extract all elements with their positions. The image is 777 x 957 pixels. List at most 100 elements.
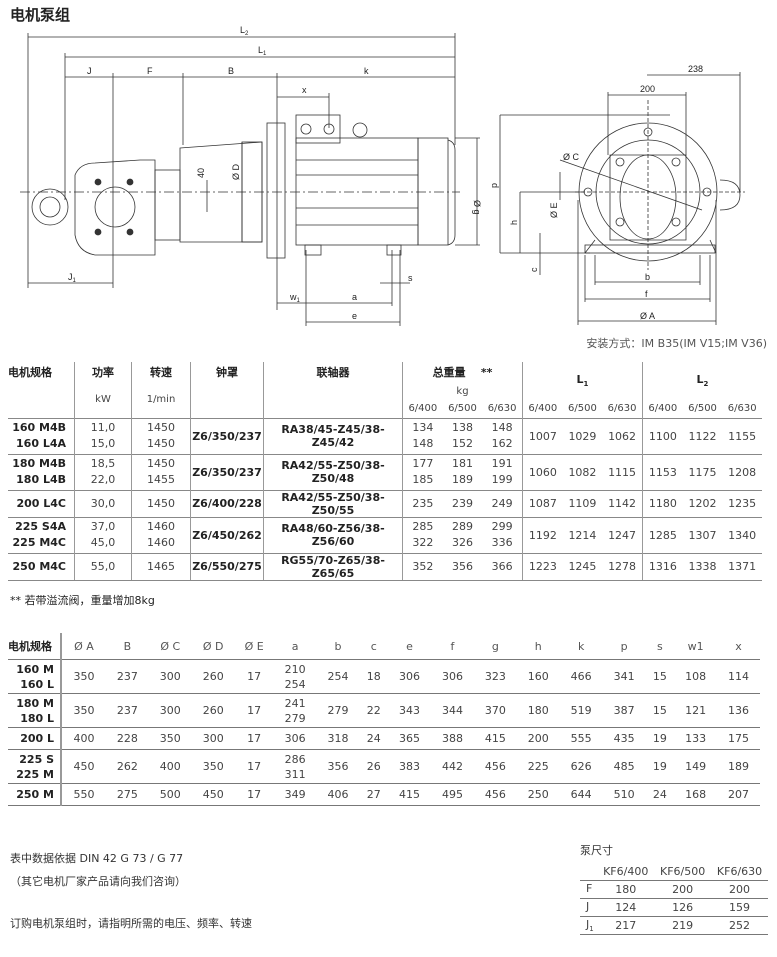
table-row: 160 M 160 L 350 237 300 260 17 210 254 254 18 306 30… xyxy=(8,659,760,694)
col-header: c xyxy=(370,639,377,653)
dim-value: 17 xyxy=(234,659,274,694)
dim-value: 228 xyxy=(105,727,149,750)
unit-speed: 1/min xyxy=(131,382,191,418)
dim-value: 306 xyxy=(388,659,431,694)
dim-value: 510 xyxy=(602,783,646,806)
dim-value: 17 xyxy=(234,783,274,806)
dim-value: 24 xyxy=(645,783,675,806)
weight: 352 xyxy=(401,552,443,581)
L2-value: 1285 xyxy=(641,516,683,553)
sub-col-header: 6/500 xyxy=(568,403,597,415)
L1-value: 1029 xyxy=(562,417,603,454)
L1-value: 1115 xyxy=(602,453,643,490)
dim-value: 356 xyxy=(316,749,360,784)
dim-value: 435 xyxy=(602,727,646,750)
col-header: KF6/400 xyxy=(603,864,649,878)
dim-value: 15 xyxy=(645,659,675,694)
table-row: J 124 126 159 xyxy=(580,898,768,917)
L1-value: 1223 xyxy=(521,552,563,581)
dim-value: 306 xyxy=(431,659,474,694)
col-header: Ø C xyxy=(160,639,181,653)
dim-value: 250 xyxy=(516,783,560,806)
dim-value: 343 xyxy=(388,693,431,728)
coupling: RG55/70-Z65/38-Z65/65 xyxy=(263,552,403,581)
dim-value: 17 xyxy=(234,727,274,750)
svg-text:Ø E: Ø E xyxy=(549,202,559,218)
weight: 249 xyxy=(482,489,523,517)
dim-value: 18 xyxy=(359,659,389,694)
dim-value: 114 xyxy=(717,659,760,694)
col-header: w1 xyxy=(687,639,704,653)
pump-value: 200 xyxy=(654,880,712,899)
dim-value: 341 xyxy=(602,659,646,694)
dim-value: 189 xyxy=(717,749,760,784)
power: 18,5 22,0 xyxy=(74,453,132,490)
dim-value: 279 xyxy=(316,693,360,728)
svg-text:Ø C: Ø C xyxy=(563,152,580,162)
table-row: 250 M4C 55,0 1465 Z6/550/275 RG55/70-Z65/38-… xyxy=(8,552,762,581)
weight: 285 322 xyxy=(401,516,443,553)
weight: 134 148 xyxy=(401,417,443,454)
unit-power: kW xyxy=(74,382,132,418)
model: 200 L4C xyxy=(8,489,75,517)
col-header: KF6/500 xyxy=(659,864,706,878)
dim-value: 260 xyxy=(191,659,235,694)
svg-text:a: a xyxy=(352,292,357,302)
dim-value: 442 xyxy=(431,749,474,784)
svg-text:k: k xyxy=(364,66,369,76)
header-model: 电机规格 xyxy=(8,366,52,379)
mounting-type: 安装方式：IM B35(IM V15;IM V36) xyxy=(586,337,767,350)
dim-value: 350 xyxy=(61,659,106,694)
page-title: 电机泵组 xyxy=(10,6,71,24)
pump-value: 217 xyxy=(597,916,655,935)
header-weight: 总重量 ** xyxy=(402,362,523,382)
pump-value: 219 xyxy=(654,916,712,935)
table-row: 180 M 180 L 350 237 300 260 17 241 279 279 22 343 34… xyxy=(8,693,760,728)
dim-value: 260 xyxy=(191,693,235,728)
col-header: 电机规格 xyxy=(8,633,62,660)
L2-value: 1208 xyxy=(722,453,762,490)
pump-size-table: KF6/400 KF6/500 KF6/630 F 180 200 200 J 124 126 1… xyxy=(580,862,768,935)
table-row: 200 L 400 228 350 300 17 306 318 24 365 388 415 200 5… xyxy=(8,727,760,750)
dim-value: 200 xyxy=(516,727,560,750)
model: 180 M4B 180 L4B xyxy=(8,453,75,490)
table-row: 225 S4A 225 M4C 37,0 45,0 1460 1460 Z6/450/262… xyxy=(8,516,762,553)
note-din: 表中数据依据 DIN 42 G 73 / G 77 xyxy=(10,852,184,865)
dim-value: 17 xyxy=(234,749,274,784)
header-bell: 钟罩 xyxy=(190,362,264,382)
svg-text:200: 200 xyxy=(640,84,655,94)
svg-text:b: b xyxy=(645,272,650,282)
model: 250 M4C xyxy=(8,552,75,581)
sub-col-header: 6/630 xyxy=(727,403,757,415)
pump-table-title: 泵尺寸 xyxy=(580,844,613,857)
sub-col-header: 6/630 xyxy=(607,403,637,415)
dim-value: 387 xyxy=(602,693,646,728)
L2-value: 1155 xyxy=(722,417,762,454)
dim-value: 323 xyxy=(473,659,517,694)
pump-value: 200 xyxy=(711,880,768,899)
L2-value: 1371 xyxy=(722,552,762,581)
dim-value: 17 xyxy=(234,693,274,728)
dim-value: 318 xyxy=(316,727,360,750)
svg-text:c: c xyxy=(529,267,539,272)
dim-value: 349 xyxy=(273,783,317,806)
svg-text:w1: w1 xyxy=(289,292,301,304)
dim-value: 350 xyxy=(61,693,106,728)
dim-value: 136 xyxy=(717,693,760,728)
col-header: B xyxy=(123,639,132,653)
L2-value: 1338 xyxy=(682,552,723,581)
dim-value: 19 xyxy=(645,749,675,784)
dim-value: 350 xyxy=(148,727,192,750)
model: 225 S 225 M xyxy=(8,749,62,784)
power: 11,0 15,0 xyxy=(74,417,132,454)
L1-value: 1109 xyxy=(562,489,603,517)
L2-value: 1122 xyxy=(682,417,723,454)
col-header: p xyxy=(620,639,628,653)
dim-value: 149 xyxy=(674,749,718,784)
dim-value: 22 xyxy=(359,693,389,728)
weight: 177 185 xyxy=(401,453,443,490)
table-row: 200 L4C 30,0 1450 Z6/400/228 RA42/55-Z50/38-… xyxy=(8,489,762,517)
pump-value: 252 xyxy=(711,916,768,935)
dim-value: 306 xyxy=(273,727,317,750)
L2-value: 1340 xyxy=(722,516,762,553)
